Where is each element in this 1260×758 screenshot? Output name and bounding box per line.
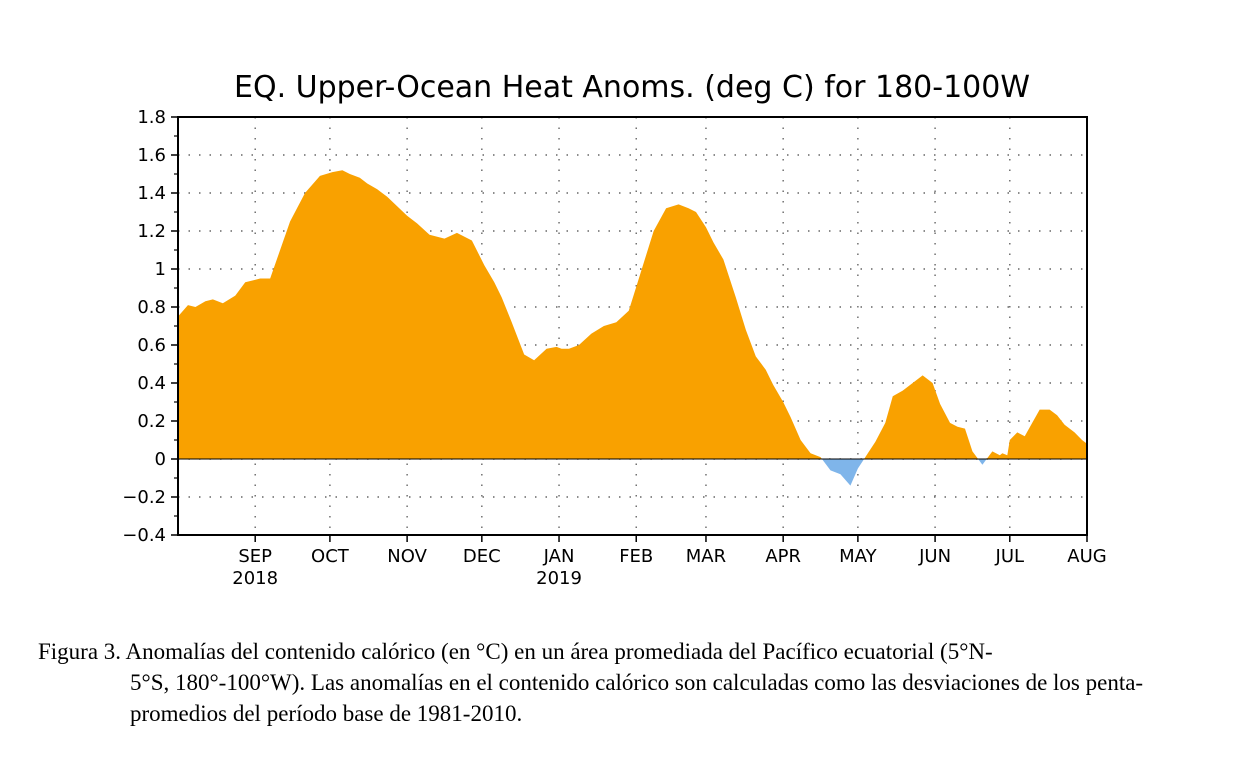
y-tick-label: 0.8 (137, 297, 166, 318)
y-tick-label: 1.8 (137, 107, 166, 128)
chart-title: EQ. Upper-Ocean Heat Anoms. (deg C) for … (234, 70, 1030, 105)
y-tick-label: 1.2 (137, 221, 166, 242)
x-tick-label: APR (765, 546, 801, 567)
x-tick-year-label: 2019 (536, 568, 582, 589)
x-tick-label: SEP (238, 546, 272, 567)
figure-caption: Figura 3. Anomalías del contenido calóri… (38, 636, 1228, 729)
y-tick-label: 0.6 (137, 335, 166, 356)
y-tick-label: 0.2 (137, 411, 166, 432)
x-tick-label: MAY (839, 546, 877, 567)
y-tick-label: 0 (155, 449, 166, 470)
x-tick-label: JUL (995, 546, 1025, 567)
y-tick-label: 1.6 (137, 145, 166, 166)
y-tick-label: 1.4 (137, 183, 166, 204)
x-tick-label: NOV (387, 546, 427, 567)
caption-line-1: Figura 3. Anomalías del contenido calóri… (38, 639, 993, 664)
x-tick-label: JUN (918, 546, 951, 567)
positive-anomaly-area (178, 170, 1087, 459)
x-tick-label: AUG (1067, 546, 1106, 567)
x-tick-label: JAN (543, 546, 575, 567)
negative-anomaly-area (178, 459, 1087, 486)
x-tick-label: MAR (686, 546, 726, 567)
y-tick-label: 1 (155, 259, 166, 280)
x-tick-year-label: 2018 (232, 568, 278, 589)
y-axis: 1.8 1.6 1.4 1.2 1 0.8 0.6 0.4 0.2 0 −0.2 −0.4 (122, 107, 178, 546)
anomaly-area (178, 170, 1087, 486)
caption-continuation: 5°S, 180°-100°W). Las anomalías en el co… (130, 670, 1144, 726)
y-tick-label: −0.2 (122, 487, 166, 508)
x-tick-label: OCT (311, 546, 350, 567)
x-tick-label: DEC (463, 546, 501, 567)
y-tick-label: 0.4 (137, 373, 166, 394)
heat-anomaly-chart: EQ. Upper-Ocean Heat Anoms. (deg C) for … (122, 70, 1107, 589)
y-tick-label: −0.4 (122, 525, 166, 546)
x-tick-label: FEB (619, 546, 653, 567)
